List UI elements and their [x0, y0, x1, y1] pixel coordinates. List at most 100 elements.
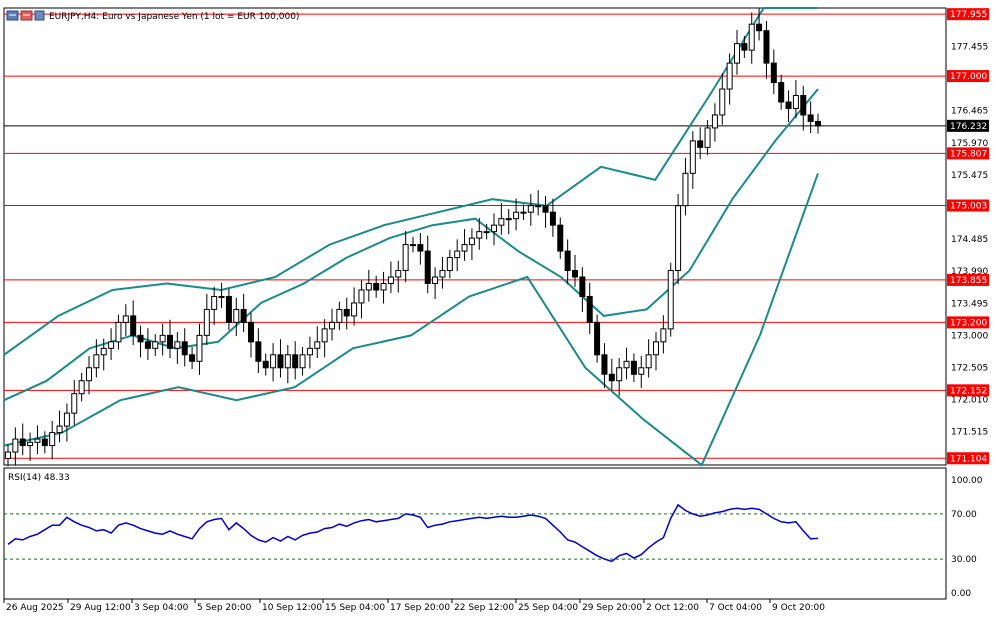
candle	[152, 334, 159, 357]
candle-body	[711, 114, 718, 129]
candle-body	[719, 88, 726, 116]
candle-body	[27, 441, 34, 447]
price-tick-label: 174.485	[951, 235, 988, 245]
candle-body	[785, 101, 792, 109]
candle-body	[778, 82, 785, 103]
candle	[491, 213, 497, 246]
level-price-tag	[947, 70, 989, 83]
time-tick-label: 26 Aug 2025	[6, 603, 64, 613]
candle-body	[174, 341, 181, 349]
price-tick-label: 171.515	[951, 428, 988, 438]
candle	[130, 300, 137, 346]
candle-body	[770, 62, 777, 84]
candle	[704, 120, 711, 156]
candle-body	[100, 347, 107, 356]
chart-title: EURJPY,H4: Euro vs Japanese Yen (1 lot =…	[49, 12, 299, 22]
candle-body	[402, 244, 409, 272]
candle	[667, 262, 674, 337]
candle-body	[211, 295, 218, 310]
candle	[616, 358, 623, 397]
candle-body	[351, 302, 358, 317]
candle	[446, 249, 453, 279]
candle-body	[424, 250, 431, 284]
candle	[770, 49, 777, 95]
candle-body	[277, 354, 284, 369]
chart-settings-icon[interactable]	[34, 10, 45, 21]
level-price-label: 177.000	[950, 72, 987, 82]
candle-body	[122, 315, 129, 323]
candle-body	[270, 354, 277, 369]
chart-toolbar-icon[interactable]	[6, 10, 19, 21]
candle-body	[697, 140, 704, 148]
candle-body	[491, 224, 497, 233]
rsi-indicator: 100.00 70.00 30.00 0.00	[4, 476, 983, 599]
price-axis: 177.455 176.465 175.970 175.475 174.485 173.9…	[947, 8, 989, 465]
time-tick-label: 7 Oct 04:00	[709, 603, 762, 613]
candle	[358, 280, 365, 319]
candle-body	[329, 321, 335, 330]
candle-body	[432, 276, 439, 284]
candle	[454, 239, 461, 272]
candle	[93, 339, 100, 378]
candle	[343, 297, 350, 330]
time-axis: 26 Aug 2025 29 Aug 12:00 3 Sep 04:00 5 Sep …	[3, 599, 825, 613]
price-tick-label: 177.455	[951, 43, 988, 53]
main-chart-frame	[3, 7, 947, 466]
candle-body	[638, 367, 645, 375]
candle	[763, 20, 770, 79]
candle-body	[454, 250, 461, 259]
candle	[535, 190, 542, 216]
candle	[815, 113, 821, 134]
candle-body	[417, 244, 424, 252]
time-tick-label: 3 Sep 04:00	[134, 603, 189, 613]
candle	[56, 410, 63, 443]
candle	[623, 347, 630, 380]
candle-body	[181, 341, 188, 356]
level-price-label: 175.807	[950, 149, 987, 159]
candle	[86, 356, 92, 395]
candle-body	[218, 295, 225, 298]
candle	[203, 293, 210, 346]
candle	[653, 332, 659, 371]
level-price-label: 173.855	[950, 276, 987, 286]
bollinger-lower	[3, 172, 819, 467]
candle-body	[93, 354, 100, 369]
candle-body	[675, 205, 682, 272]
current-price-tag	[947, 119, 989, 132]
candle	[380, 271, 387, 304]
candle-body	[682, 172, 689, 207]
candle	[167, 319, 173, 359]
candle	[439, 256, 446, 289]
candle	[5, 444, 11, 467]
candle-body	[579, 276, 586, 297]
candle	[675, 194, 682, 285]
level-price-label: 172.152	[950, 386, 987, 396]
candle-body	[196, 334, 203, 362]
candle	[645, 339, 652, 378]
candle	[594, 314, 601, 363]
candle-body	[189, 354, 196, 362]
price-tick-label: 175.475	[951, 171, 988, 181]
candle	[608, 358, 615, 391]
price-tick-label: 176.465	[951, 107, 988, 117]
candle-body	[535, 205, 542, 208]
price-tick-label: 173.990	[951, 267, 988, 277]
candle	[34, 425, 41, 454]
rsi-tick-label: 30.00	[951, 555, 977, 565]
candle-body	[152, 341, 159, 349]
candle-body	[549, 211, 556, 226]
candle-body	[373, 282, 380, 291]
candle	[549, 198, 556, 237]
candle	[402, 230, 409, 283]
chart-window-icon[interactable]	[20, 10, 33, 21]
candle	[189, 347, 196, 370]
rsi-tick-label: 100.00	[951, 476, 983, 486]
candle	[270, 343, 277, 382]
candle	[468, 228, 475, 261]
candle-body	[461, 244, 468, 252]
candle	[306, 336, 313, 369]
candle	[410, 236, 416, 253]
candle	[792, 79, 799, 119]
